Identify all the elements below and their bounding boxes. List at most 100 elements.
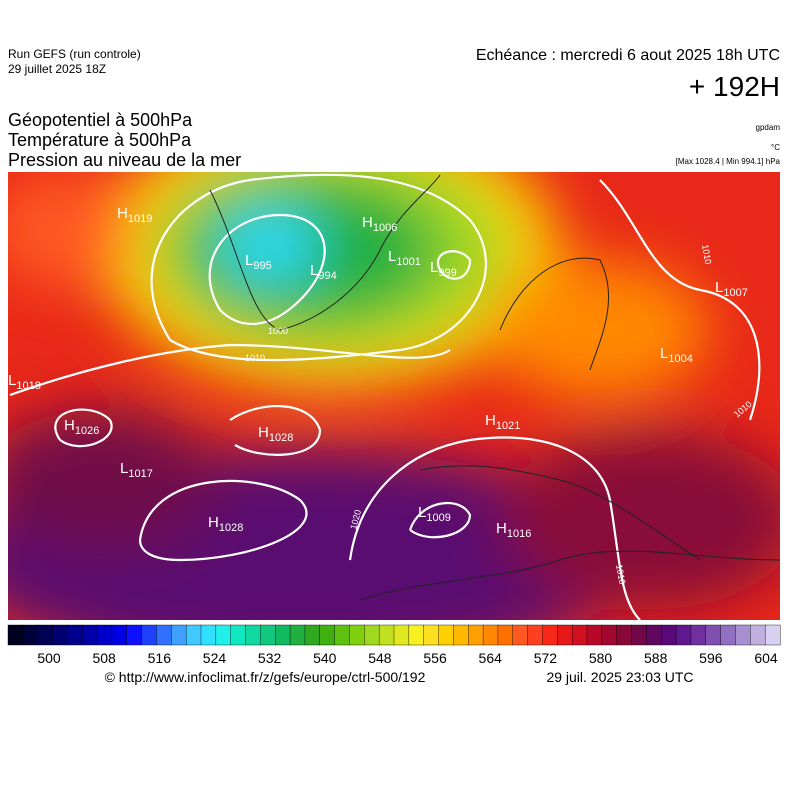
colorbar-tick-label: 508 — [92, 650, 116, 666]
colorbar-swatch — [378, 624, 395, 646]
center-letter: H — [362, 214, 373, 231]
colorbar-swatch — [304, 624, 321, 646]
colorbar-swatch — [557, 624, 573, 646]
center-value: 995 — [253, 260, 271, 272]
colorbar-tick-label: 596 — [699, 650, 723, 666]
title: Température à 500hPa — [8, 130, 192, 150]
colorbar-swatch — [764, 624, 781, 646]
center-letter: H — [64, 417, 75, 434]
colorbar-swatch — [156, 624, 172, 646]
center-value: 1017 — [128, 468, 152, 480]
center-letter: L — [418, 504, 426, 521]
colorbar-tick-label: 588 — [644, 650, 668, 666]
colorbar-swatch — [111, 624, 128, 646]
pressure-center: H1026 — [64, 417, 99, 437]
pressure-center: L1009 — [418, 504, 451, 524]
pressure-center: H1019 — [117, 205, 152, 225]
colorbar-tick-label: 548 — [368, 650, 392, 666]
center-value: 1001 — [396, 256, 420, 268]
colorbar-tick-label: 524 — [203, 650, 227, 666]
colorbar-tick-label: 540 — [313, 650, 337, 666]
pressure-center: L1004 — [660, 345, 693, 365]
source: © http://www.infoclimat.fr/z/gefs/europe… — [105, 669, 426, 685]
colorbar-tick-label: 516 — [148, 650, 172, 666]
colorbar-swatch — [126, 624, 143, 646]
valid-time: Echéance : mercredi 6 aout 2025 18h UTC — [476, 47, 780, 64]
isobar-label: 1010 — [700, 244, 713, 265]
center-letter: H — [496, 520, 507, 537]
colorbar-swatch — [735, 624, 751, 646]
center-letter: L — [660, 345, 668, 362]
colorbar-swatch — [215, 624, 232, 646]
isobar-label: 1000 — [268, 326, 288, 336]
colorbar-swatch — [96, 624, 113, 646]
colorbar-swatch — [334, 624, 350, 646]
pressure-center: H1006 — [362, 214, 397, 234]
pressure-center: L995 — [245, 252, 272, 272]
center-letter: L — [715, 279, 723, 296]
pressure-center: L1018 — [8, 372, 41, 392]
pressure-center: L994 — [310, 262, 337, 282]
center-value: 1007 — [723, 287, 747, 299]
pressure-center: H1028 — [258, 424, 293, 444]
colorbar-swatch — [260, 624, 276, 646]
run-date: 29 juillet 2025 18Z — [8, 62, 106, 76]
center-letter: L — [388, 248, 396, 265]
colorbar-swatch — [750, 624, 766, 646]
colorbar-swatch — [616, 624, 633, 646]
isobar-label: 1010 — [245, 353, 265, 363]
colorbar-swatch — [675, 624, 692, 646]
center-value: 1009 — [426, 512, 450, 524]
colorbar-swatch — [423, 624, 440, 646]
colorbar-swatch — [200, 624, 217, 646]
colorbar-swatch — [720, 624, 736, 646]
colorbar-swatch — [497, 624, 514, 646]
title: Géopotentiel à 500hPa — [8, 110, 193, 130]
colorbar-swatch — [82, 624, 98, 646]
colorbar-swatch — [171, 624, 187, 646]
colorbar-swatch — [646, 624, 662, 646]
colorbar-tick-label: 500 — [37, 650, 61, 666]
unit: °C — [771, 143, 780, 152]
generated: 29 juil. 2025 23:03 UTC — [546, 669, 693, 685]
colorbar-swatch — [141, 624, 157, 646]
colorbar-swatch — [319, 624, 336, 646]
isobar-label: 1010 — [614, 564, 627, 585]
unit: gpdam — [756, 123, 781, 132]
colorbar-swatch — [67, 624, 83, 646]
center-letter: L — [310, 262, 318, 279]
colorbar-swatch — [438, 624, 454, 646]
center-letter: H — [208, 514, 219, 531]
center-value: 1021 — [496, 420, 520, 432]
center-value: 1019 — [128, 213, 152, 225]
colorbar-swatch — [705, 624, 722, 646]
center-value: 1004 — [668, 353, 692, 365]
colorbar-swatch — [22, 624, 39, 646]
center-value: 1016 — [507, 528, 531, 540]
colorbar-swatch — [468, 624, 484, 646]
center-value: 1028 — [269, 432, 293, 444]
pressure-center: H1028 — [208, 514, 243, 534]
colorbar-swatch — [453, 624, 469, 646]
center-value: 1026 — [75, 425, 99, 437]
pressure-center: H1016 — [496, 520, 531, 540]
unit: [Max 1028.4 | Min 994.1] hPa — [676, 157, 781, 166]
colorbar-swatch — [482, 624, 499, 646]
colorbar-swatch — [230, 624, 247, 646]
colorbar-swatch — [542, 624, 558, 646]
center-letter: L — [120, 460, 128, 477]
colorbar-tick-label: 580 — [589, 650, 613, 666]
colorbar-swatch — [349, 624, 365, 646]
colorbar-swatch — [527, 624, 543, 646]
colorbar-swatch — [364, 624, 380, 646]
colorbar-tick-label: 572 — [534, 650, 558, 666]
run: Run GEFS (run controle) — [8, 47, 141, 61]
center-letter: H — [258, 424, 269, 441]
colorbar-swatch — [661, 624, 677, 646]
center-letter: H — [485, 412, 496, 429]
colorbar-swatch — [52, 624, 68, 646]
colorbar-swatch — [690, 624, 707, 646]
colorbar-swatch — [571, 624, 588, 646]
pressure-center: H1021 — [485, 412, 520, 432]
